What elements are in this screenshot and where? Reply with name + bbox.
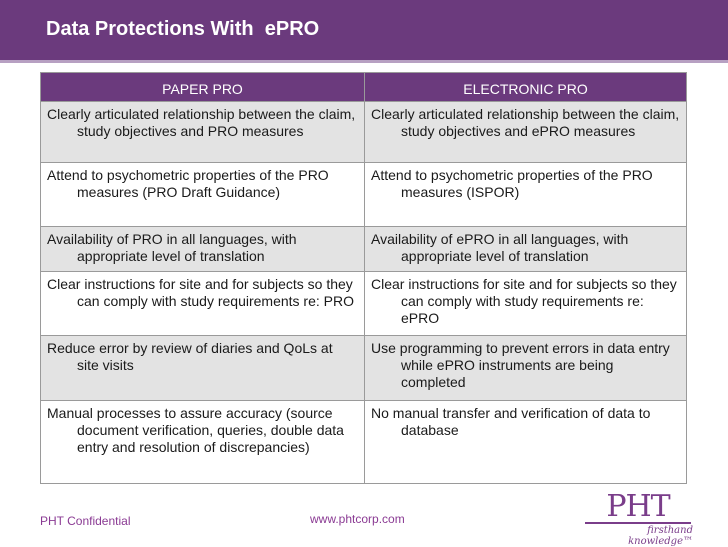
table-row: Clearly articulated relationship between… [40, 101, 687, 163]
table-cell: Manual processes to assure accuracy (sou… [40, 400, 365, 484]
table-row: Manual processes to assure accuracy (sou… [40, 400, 687, 484]
table-header-row: PAPER PRO ELECTRONIC PRO [40, 72, 687, 102]
table-cell: Clearly articulated relationship between… [364, 101, 687, 163]
table-row: Clear instructions for site and for subj… [40, 271, 687, 336]
pht-logo-mark: PHT [606, 489, 670, 524]
column-header-electronic-pro: ELECTRONIC PRO [364, 72, 687, 102]
header-divider [0, 60, 728, 63]
table-cell: No manual transfer and verification of d… [364, 400, 687, 484]
pht-logo: PHT firsthand knowledge™ [583, 489, 693, 547]
table-cell: Availability of PRO in all languages, wi… [40, 226, 365, 272]
table-row: Availability of PRO in all languages, wi… [40, 226, 687, 272]
column-header-paper-pro: PAPER PRO [40, 72, 365, 102]
slide-title: Data Protections With ePRO [46, 18, 320, 40]
table-row: Reduce error by review of diaries and Qo… [40, 335, 687, 401]
table-cell: Clearly articulated relationship between… [40, 101, 365, 163]
table-cell: Reduce error by review of diaries and Qo… [40, 335, 365, 401]
logo-tagline: firsthand knowledge™ [628, 525, 693, 547]
table-cell: Clear instructions for site and for subj… [364, 271, 687, 336]
table-cell: Attend to psychometric properties of the… [364, 162, 687, 227]
table-cell: Availability of ePRO in all languages, w… [364, 226, 687, 272]
slide-header-bar [0, 0, 728, 60]
table-cell: Clear instructions for site and for subj… [40, 271, 365, 336]
confidential-label: PHT Confidential [40, 514, 131, 528]
table-row: Attend to psychometric properties of the… [40, 162, 687, 227]
logo-underline [585, 522, 691, 524]
table-cell: Use programming to prevent errors in dat… [364, 335, 687, 401]
comparison-table: PAPER PRO ELECTRONIC PRO Clearly articul… [40, 72, 687, 484]
table-cell: Attend to psychometric properties of the… [40, 162, 365, 227]
company-url: www.phtcorp.com [310, 512, 405, 526]
